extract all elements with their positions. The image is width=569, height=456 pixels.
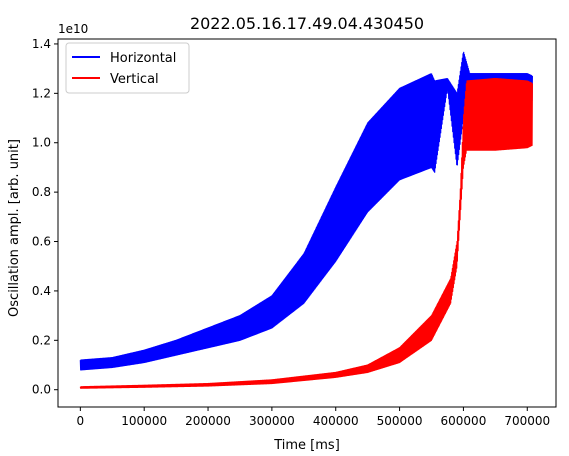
legend-box: [65, 42, 190, 94]
chart-title: 2022.05.16.17.49.04.430450: [190, 14, 424, 33]
y-axis: 0.0 0.2 0.4 0.6 0.8 1.0 1.2 1.4: [32, 37, 58, 397]
x-tick-label: 300000: [249, 414, 295, 428]
axes-frame: [57, 38, 557, 408]
x-tick-label: 200000: [185, 414, 231, 428]
y-tick-label: 0.4: [32, 284, 51, 298]
y-tick-label: 1.4: [32, 37, 51, 51]
legend-label-vertical: Vertical: [110, 72, 159, 87]
x-axis: 0 100000 200000 300000 400000 500000 600000 700…: [77, 407, 550, 428]
x-tick-label: 0: [77, 414, 85, 428]
y-tick-label: 0.2: [32, 333, 51, 347]
legend-label-horizontal: Horizontal: [110, 51, 176, 66]
x-tick-label: 400000: [313, 414, 359, 428]
x-axis-label: Time [ms]: [273, 438, 340, 453]
series-line-horizontal: [79, 51, 533, 371]
x-tick-label: 500000: [377, 414, 423, 428]
x-tick-label: 600000: [441, 414, 487, 428]
y-axis-label: Oscillation ampl. [arb. unit]: [7, 139, 22, 317]
series-line-vertical: [79, 77, 533, 389]
series-layer: [79, 51, 533, 389]
y-tick-label: 0.6: [32, 235, 51, 249]
legend: Horizontal Vertical: [65, 42, 190, 94]
x-tick-label: 100000: [121, 414, 167, 428]
y-tick-label: 1.2: [32, 86, 51, 100]
y-tick-label: 0.8: [32, 185, 51, 199]
y-tick-label: 1.0: [32, 136, 51, 150]
y-tick-label: 0.0: [32, 383, 51, 397]
y-multiplier-label: 1e10: [58, 22, 88, 36]
x-tick-label: 700000: [504, 414, 550, 428]
